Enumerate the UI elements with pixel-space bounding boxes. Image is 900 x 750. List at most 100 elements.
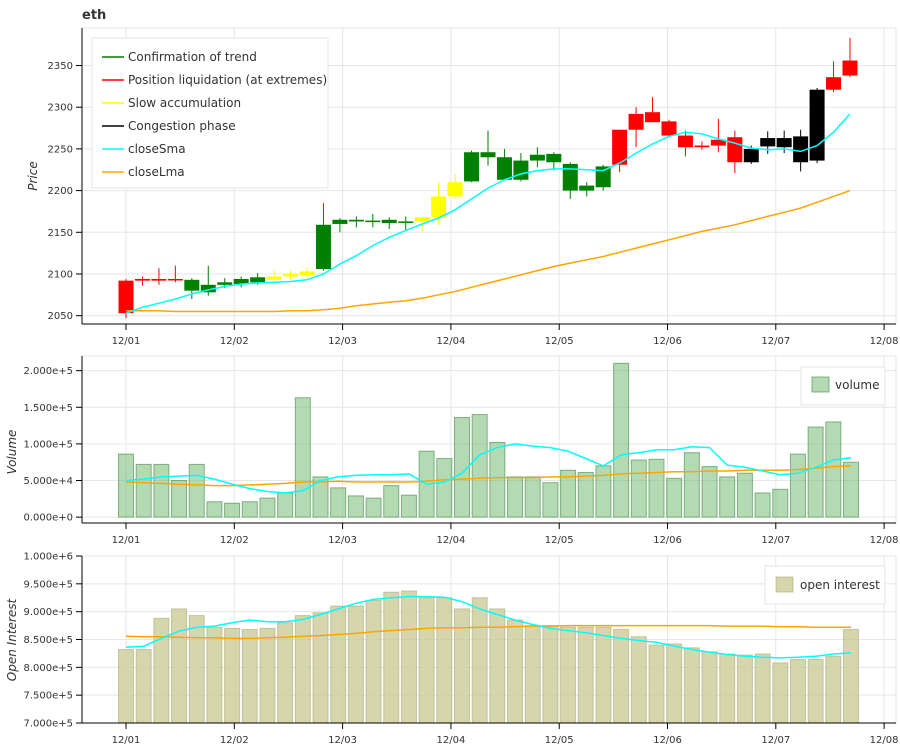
open-interest-bar	[825, 655, 842, 724]
legend-label-closesma: closeSma	[128, 142, 186, 156]
legend-label-accumulation: Slow accumulation	[128, 96, 241, 110]
volume-axis-label: Volume	[5, 430, 19, 475]
legend-swatch-volume	[811, 376, 830, 393]
volume-bar	[577, 471, 594, 518]
open-interest-x-tick-label: 12/01	[112, 735, 141, 746]
candle-body	[793, 136, 809, 163]
legend-label-liquidation: Position liquidation (at extremes)	[128, 73, 327, 87]
close-sma-line	[125, 113, 851, 314]
open-interest-bar	[613, 628, 630, 724]
legend-label-volume: volume	[835, 378, 879, 392]
volume-bar	[153, 463, 170, 518]
candle	[694, 141, 710, 150]
open-interest-bar	[365, 600, 382, 724]
candle-body	[250, 277, 266, 283]
open-interest-bar	[843, 628, 859, 724]
price-x-tick-label: 12/05	[545, 336, 574, 347]
open-interest-legend: open interest	[764, 565, 886, 605]
candle	[151, 268, 167, 285]
volume-bar	[453, 417, 470, 518]
candle-body	[348, 219, 364, 222]
price-x-tick-label: 12/08	[870, 336, 899, 347]
volume-bar	[807, 426, 824, 518]
candle	[167, 265, 183, 283]
candle-body	[118, 280, 134, 314]
candle-body	[513, 160, 529, 180]
candle-body	[595, 166, 611, 188]
open-interest-x-tick-label: 12/04	[436, 735, 465, 746]
volume-bar	[206, 501, 223, 518]
candle-body	[480, 152, 496, 158]
open-interest-bar	[347, 605, 364, 724]
candle	[299, 267, 315, 279]
candle-body	[727, 137, 743, 163]
open-interest-x-tick-label: 12/07	[761, 735, 790, 746]
open-interest-bar	[171, 608, 188, 724]
candle-body	[315, 224, 331, 269]
candle	[431, 182, 447, 226]
candle-body	[266, 276, 282, 280]
candle-body	[365, 220, 381, 223]
volume-bars	[118, 362, 859, 518]
volume-bar	[171, 480, 188, 518]
candle-body	[414, 217, 430, 222]
volume-bar	[683, 452, 700, 518]
candle-body	[283, 273, 299, 277]
open-interest-bar	[135, 649, 152, 724]
open-interest-bar	[259, 627, 276, 724]
open-interest-bar	[453, 608, 470, 724]
candle	[677, 130, 693, 157]
candle	[727, 130, 743, 174]
volume-bar	[224, 502, 241, 518]
volume-bar	[736, 472, 753, 518]
candle	[266, 270, 282, 283]
open-interest-bar	[701, 651, 718, 724]
candle	[612, 129, 628, 173]
price-legend: Confirmation of trend Position liquidati…	[91, 37, 329, 189]
candle-body	[134, 278, 150, 281]
volume-y-tick-label: 1.500e+5	[23, 403, 73, 414]
candle	[315, 203, 331, 271]
volume-x-tick-label: 12/05	[545, 535, 574, 546]
candle-body	[233, 278, 249, 284]
open-interest-bar	[683, 647, 700, 724]
open-interest-bar	[188, 615, 205, 724]
candle-body	[299, 271, 315, 276]
volume-x-tick-label: 12/04	[436, 535, 465, 546]
volume-bar	[542, 482, 559, 518]
candle-body	[612, 129, 628, 165]
candle	[184, 278, 200, 299]
price-x-tick-label: 12/01	[112, 336, 141, 347]
volume-bar	[277, 492, 294, 518]
price-y-tick-label: 2100	[48, 269, 73, 280]
candle	[710, 118, 726, 153]
candle-body	[398, 221, 414, 223]
volume-bar	[666, 477, 683, 518]
candle	[332, 218, 348, 233]
candle	[793, 129, 809, 172]
price-y-tick-label: 2050	[48, 311, 73, 322]
candle-body	[184, 279, 200, 291]
candle-body	[151, 278, 167, 281]
volume-bar	[118, 453, 134, 518]
open-interest-x-tick-label: 12/05	[545, 735, 574, 746]
volume-bar	[630, 459, 647, 518]
legend-label-congestion: Congestion phase	[128, 119, 236, 133]
volume-bar	[365, 497, 382, 518]
candle	[447, 173, 463, 199]
candle-body	[743, 148, 759, 163]
open-interest-x-tick-label: 12/03	[328, 735, 357, 746]
open-interest-sma-line	[125, 595, 852, 659]
volume-bar	[524, 476, 541, 518]
open-interest-lma-line	[125, 624, 851, 640]
candle-body	[760, 138, 776, 147]
candle	[809, 88, 825, 164]
price-y-tick-label: 2200	[48, 186, 73, 197]
volume-x-tick-label: 12/02	[220, 535, 249, 546]
candle-body	[447, 182, 463, 197]
candle	[760, 131, 776, 154]
candle	[233, 276, 249, 288]
open-interest-bar	[630, 636, 647, 724]
open-interest-bar	[524, 625, 541, 724]
